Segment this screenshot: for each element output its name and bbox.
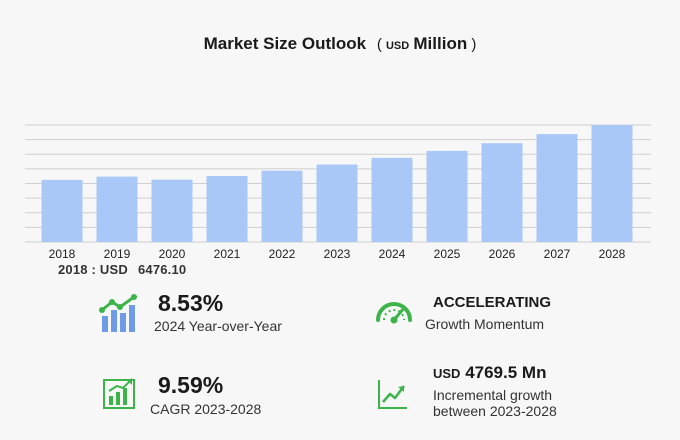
bar-2027: [536, 134, 578, 242]
bar-2018: [41, 179, 83, 242]
cagr-label: CAGR 2023-2028: [150, 401, 262, 417]
bar-2023: [316, 164, 358, 242]
x-tick-label: 2019: [104, 247, 131, 261]
cagr-value: 9.59%: [158, 372, 224, 398]
momentum-label-wrap: Growth Momentum: [425, 316, 544, 332]
momentum-label: Growth Momentum: [425, 316, 545, 332]
x-tick-label: 2025: [434, 247, 461, 261]
bar-2024: [371, 157, 413, 242]
x-tick-label: 2020: [159, 247, 186, 261]
cagr-label-wrap: CAGR 2023-2028: [150, 401, 261, 417]
x-tick-label: 2022: [269, 247, 296, 261]
base-currency: USD: [99, 262, 128, 277]
base-year-label: 2018 : USD 6476.10: [58, 262, 187, 277]
incremental-label-line2: between 2023-2028: [433, 403, 557, 419]
x-tick-label: 2021: [214, 247, 241, 261]
x-tick-label: 2023: [324, 247, 351, 261]
cagr-stat: 9.59%: [158, 372, 223, 399]
incremental-value: 4769.5 Mn: [465, 363, 547, 382]
growth-chart-icon: [103, 378, 135, 409]
bar-2019: [96, 176, 138, 242]
momentum-value: ACCELERATING: [433, 294, 552, 311]
x-tick-label: 2027: [544, 247, 571, 261]
chart-title-main: Market Size Outlook: [203, 34, 367, 53]
bar-trend-icon: [99, 294, 137, 332]
x-tick-label: 2018: [49, 247, 76, 261]
bar-2020: [151, 179, 193, 242]
x-tick-label: 2026: [489, 247, 516, 261]
base-value: 6476.10: [137, 262, 187, 277]
bar-2028: [591, 125, 633, 242]
chart-title-unit: ( USD Million ): [376, 34, 477, 53]
line-trend-icon: [378, 380, 407, 409]
incremental-value-line: USD 4769.5 Mn: [433, 363, 546, 383]
yoy-label-wrap: 2024 Year-over-Year: [154, 318, 282, 334]
speedometer-icon: [376, 302, 412, 324]
chart-title-unit-word: Million: [413, 34, 468, 53]
x-tick-label: 2028: [599, 247, 626, 261]
chart-title: Market Size Outlook ( USD Million ): [0, 34, 680, 54]
momentum-stat: ACCELERATING: [433, 294, 551, 311]
base-year: 2018: [58, 262, 88, 277]
yoy-label: 2024 Year-over-Year: [154, 318, 282, 334]
incremental-currency: USD: [433, 366, 461, 381]
yoy-stat: 8.53%: [158, 290, 223, 317]
chart-title-unit-currency: USD: [385, 40, 410, 52]
incremental-label-wrap: Incremental growth between 2023-2028: [433, 387, 557, 419]
bar-2026: [481, 143, 523, 242]
incremental-label-line1: Incremental growth: [433, 387, 553, 403]
x-tick-label: 2024: [379, 247, 406, 261]
bar-2021: [206, 176, 248, 242]
yoy-value: 8.53%: [158, 290, 224, 316]
bar-2025: [426, 150, 468, 242]
bar-2022: [261, 170, 303, 242]
incremental-stat: USD 4769.5 Mn: [433, 363, 546, 383]
bar-chart: 2018 2019 2020 2021 2022 2023 2024 2025 2026 2027…: [25, 124, 651, 261]
